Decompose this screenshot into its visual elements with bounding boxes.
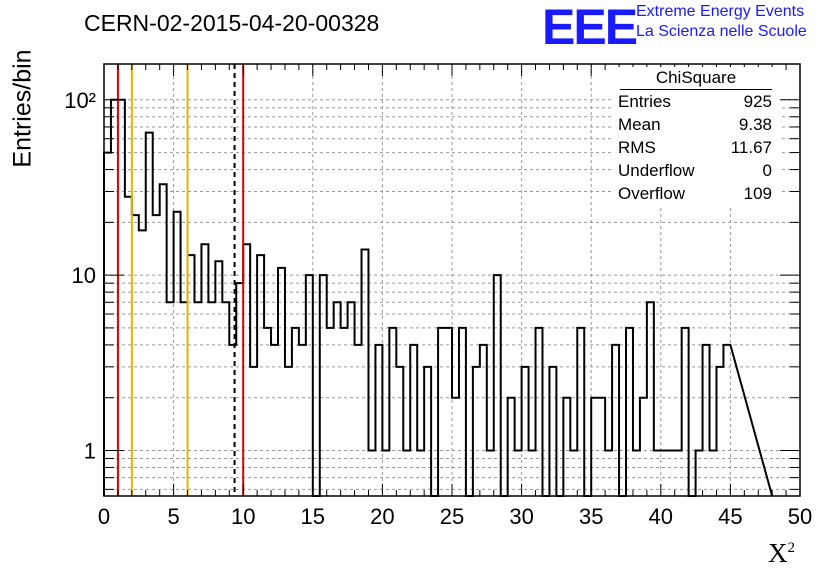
stats-label: RMS	[618, 138, 656, 157]
x-tick-label: 20	[370, 504, 394, 529]
x-axis-label: X2	[768, 538, 795, 569]
x-tick-label: 50	[788, 504, 812, 529]
x-tick-label: 25	[440, 504, 464, 529]
x-tick-label: 0	[98, 504, 110, 529]
x-tick-label: 45	[718, 504, 742, 529]
y-tick-label: 10²	[64, 88, 96, 113]
x-tick-label: 40	[649, 504, 673, 529]
y-axis-label: Entries/bin	[8, 49, 37, 168]
stats-label: Mean	[618, 115, 661, 134]
eee-logo: EEE	[542, 0, 638, 55]
stats-row-underflow: Underflow 0	[612, 159, 780, 182]
stats-value: 0	[762, 161, 772, 180]
y-tick-label: 10	[72, 263, 96, 288]
stats-row-entries: Entries 925	[612, 90, 780, 113]
x-tick-label: 10	[231, 504, 255, 529]
stats-label: Underflow	[618, 161, 695, 180]
stats-row-overflow: Overflow 109	[612, 182, 780, 205]
stats-row-mean: Mean 9.38	[612, 113, 780, 136]
x-tick-label: 35	[579, 504, 603, 529]
stats-box: ChiSquare Entries 925 Mean 9.38 RMS 11.67 U…	[612, 67, 780, 205]
histogram-series-line	[103, 98, 774, 497]
logo-subtitle-line1: Extreme Energy Events	[636, 3, 805, 20]
stats-label: Overflow	[618, 184, 686, 203]
stats-label: Entries	[618, 92, 671, 111]
stats-box-title: ChiSquare	[620, 67, 772, 90]
stats-value: 109	[743, 184, 772, 203]
run-id-title: CERN-02-2015-04-20-00328	[84, 10, 380, 36]
stats-value: 925	[743, 92, 772, 111]
x-tick-label: 5	[167, 504, 179, 529]
x-tick-label: 30	[509, 504, 533, 529]
x-axis-label-superscript: 2	[787, 540, 796, 556]
stats-value: 11.67	[730, 138, 772, 157]
logo-subtitle-line2: La Scienza nelle Scuole	[636, 23, 807, 40]
stats-value: 9.38	[738, 115, 772, 134]
x-axis-label-base: X	[768, 538, 788, 568]
stats-row-rms: RMS 11.67	[612, 136, 780, 159]
x-tick-label: 15	[301, 504, 325, 529]
y-tick-label: 1	[84, 438, 96, 463]
